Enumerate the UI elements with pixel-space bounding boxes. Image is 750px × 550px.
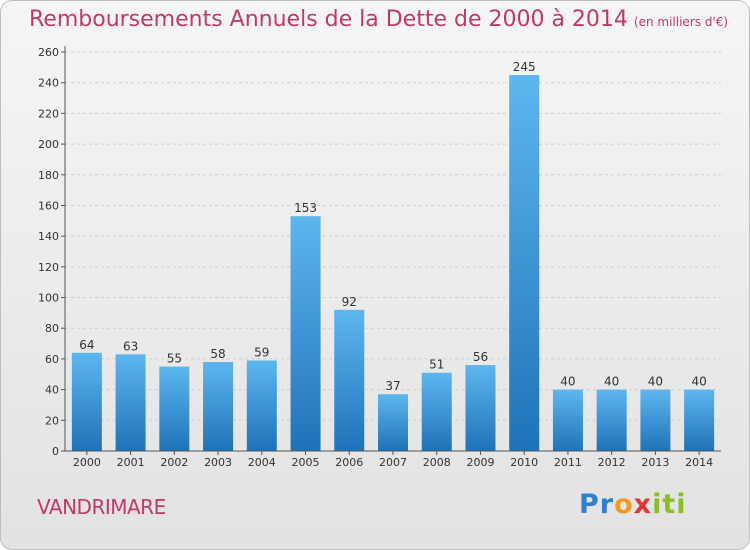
y-tick-label: 260 xyxy=(38,46,59,59)
bar-value-label: 40 xyxy=(604,375,619,389)
bar-value-label: 59 xyxy=(254,345,269,359)
bar[interactable] xyxy=(246,360,277,451)
y-tick-label: 20 xyxy=(45,414,59,427)
bar[interactable] xyxy=(684,389,715,451)
bar[interactable] xyxy=(378,394,408,451)
bar-value-label: 245 xyxy=(513,60,536,74)
bar[interactable] xyxy=(596,389,627,451)
bar-value-label: 40 xyxy=(560,375,575,389)
bar-value-label: 40 xyxy=(648,375,663,389)
proxiti-logo[interactable]: Proxiti xyxy=(579,489,687,520)
bar-value-label: 37 xyxy=(385,379,400,393)
bar-value-label: 92 xyxy=(342,295,357,309)
x-tick-label: 2012 xyxy=(598,456,626,469)
x-tick-label: 2014 xyxy=(685,456,713,469)
y-tick-label: 100 xyxy=(38,292,59,305)
y-tick-label: 140 xyxy=(38,230,59,243)
y-tick-label: 200 xyxy=(38,138,59,151)
location-name: VANDRIMARE xyxy=(37,495,166,519)
bar[interactable] xyxy=(159,366,190,451)
bar[interactable] xyxy=(290,216,321,451)
logo-part: o xyxy=(614,489,634,520)
logo-part: iti xyxy=(652,489,687,520)
x-tick-label: 2002 xyxy=(160,456,188,469)
chart-subtitle: (en milliers d'€) xyxy=(633,15,729,29)
y-tick-label: 120 xyxy=(38,261,59,274)
data-labels: 64 63 55 58 59 153 92 37 51 56 245 40 40 40 40 xyxy=(79,60,707,393)
bar-value-label: 56 xyxy=(473,350,488,364)
logo-part: x xyxy=(633,489,653,520)
x-tick-label: 2006 xyxy=(335,456,363,469)
bar-value-label: 153 xyxy=(294,201,317,215)
bar[interactable] xyxy=(115,354,146,451)
bar[interactable] xyxy=(334,309,365,451)
bar[interactable] xyxy=(421,372,452,451)
bar[interactable] xyxy=(552,389,583,451)
bar-value-label: 64 xyxy=(79,338,94,352)
y-tick-label: 40 xyxy=(45,384,59,397)
bar-value-label: 40 xyxy=(691,375,706,389)
x-tick-label: 2004 xyxy=(248,456,276,469)
bar[interactable] xyxy=(465,365,496,451)
bar-value-label: 55 xyxy=(167,352,182,366)
bar[interactable] xyxy=(203,361,234,451)
x-tick-label: 2007 xyxy=(379,456,407,469)
chart-title: Remboursements Annuels de la Dette de 20… xyxy=(29,7,729,32)
x-tick-label: 2000 xyxy=(73,456,101,469)
y-tick-label: 240 xyxy=(38,77,59,90)
bar-series xyxy=(71,75,715,452)
x-tick-label: 2009 xyxy=(466,456,494,469)
x-tick-label: 2003 xyxy=(204,456,232,469)
x-tick-label: 2013 xyxy=(641,456,669,469)
x-tick-label: 2010 xyxy=(510,456,538,469)
y-tick-label: 160 xyxy=(38,199,59,212)
bar[interactable] xyxy=(71,352,102,451)
bar-value-label: 51 xyxy=(429,358,444,372)
bar-value-label: 58 xyxy=(210,347,225,361)
axes: 0 20 40 60 80 100 120 140 160 180 200 220 240 260 2000… xyxy=(38,46,721,469)
logo-part: Pr xyxy=(579,489,615,520)
y-tick-label: 60 xyxy=(45,353,59,366)
y-tick-label: 220 xyxy=(38,107,59,120)
bar[interactable] xyxy=(509,75,540,452)
y-tick-label: 80 xyxy=(45,322,59,335)
x-tick-label: 2001 xyxy=(117,456,145,469)
y-tick-label: 180 xyxy=(38,169,59,182)
bar-value-label: 63 xyxy=(123,339,138,353)
x-tick-label: 2011 xyxy=(554,456,582,469)
y-tick-label: 0 xyxy=(52,445,59,458)
x-tick-label: 2008 xyxy=(423,456,451,469)
x-tick-label: 2005 xyxy=(292,456,320,469)
bar[interactable] xyxy=(640,389,671,451)
